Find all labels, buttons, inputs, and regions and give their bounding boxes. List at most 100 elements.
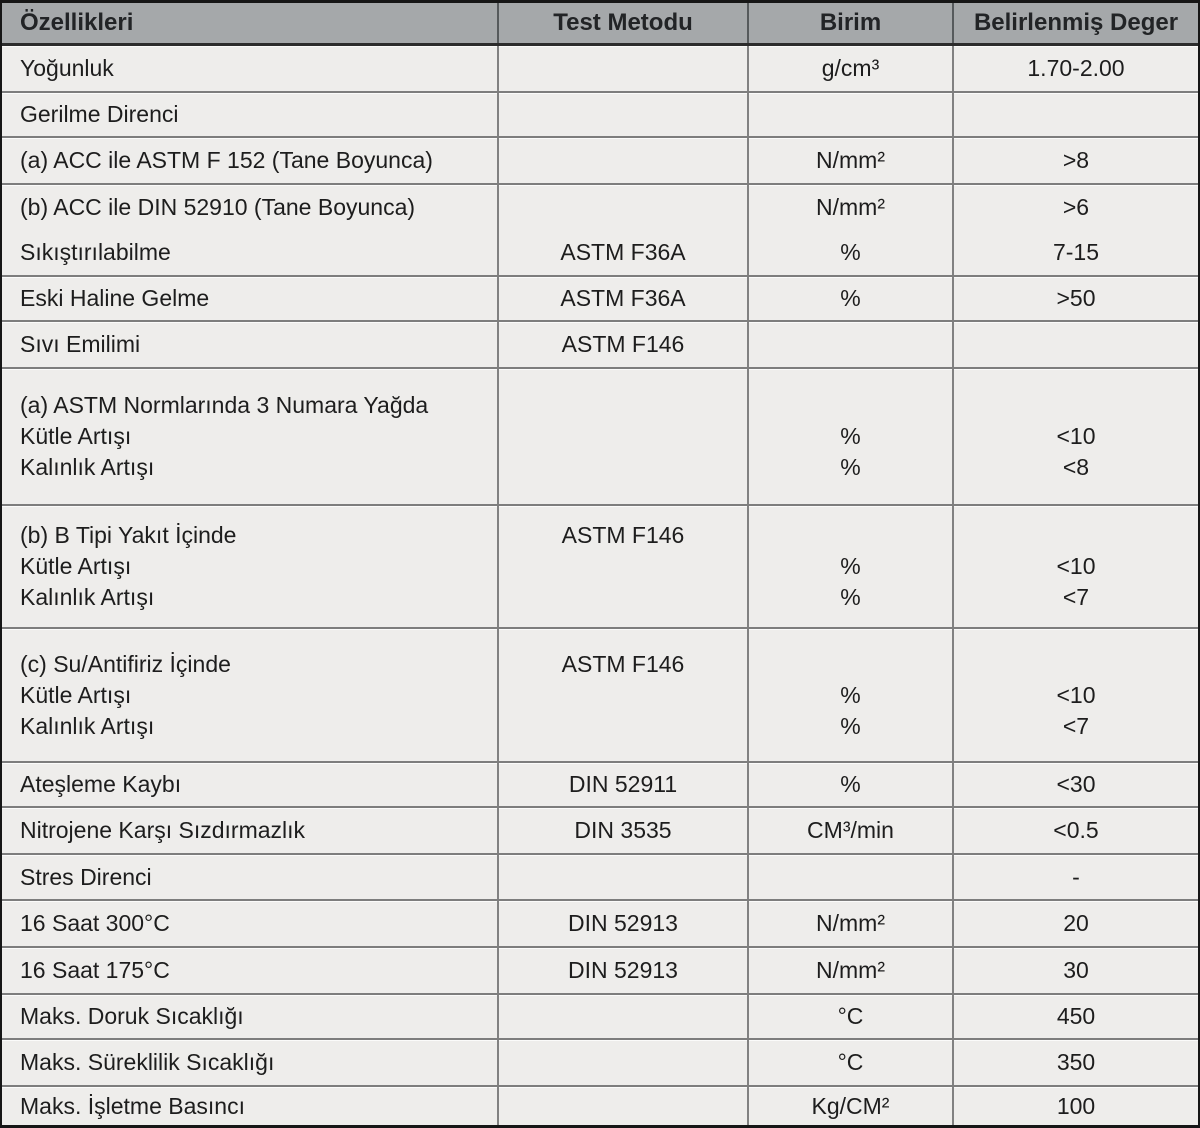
table-row-acc-din-52910-sikistirilabilme: (b) ACC ile DIN 52910 (Tane Boyunca) Sık… — [2, 185, 1198, 277]
method-text: ASTM F36A — [560, 239, 686, 265]
property-text: Yoğunluk — [20, 55, 114, 81]
cell-unit — [747, 855, 952, 899]
cell-unit: N/mm² % — [747, 185, 952, 275]
cell-unit: % — [747, 763, 952, 806]
cell-value: <10 <7 — [952, 629, 1198, 761]
unit-text: % — [840, 681, 861, 708]
cell-value — [952, 93, 1198, 136]
unit-text: % — [840, 584, 861, 610]
cell-property: Maks. Süreklilik Sıcaklığı — [2, 1040, 497, 1085]
header-label: Birim — [819, 9, 882, 36]
column-header-test-metodu: Test Metodu — [497, 3, 747, 43]
table-row-astm-normlarinda-yagda: (a) ASTM Normlarında 3 Numara Yağda Kütl… — [2, 369, 1198, 506]
property-text: Nitrojene Karşı Sızdırmazlık — [20, 817, 306, 843]
value-text: 100 — [1056, 1092, 1096, 1119]
header-row: Özellikleri Test Metodu Birim Belirlenmi… — [2, 3, 1198, 46]
value-text: <10 — [1056, 681, 1096, 708]
unit-text: CM³/min — [807, 817, 894, 843]
cell-value: 30 — [952, 948, 1198, 993]
cell-test-method: DIN 52913 — [497, 948, 747, 993]
cell-property: 16 Saat 175°C — [2, 948, 497, 993]
cell-test-method: ASTM F146 — [497, 322, 747, 367]
cell-unit: N/mm² — [747, 138, 952, 183]
table-row-maks-isletme-basinci: Maks. İşletme Basıncı Kg/CM² 100 — [2, 1087, 1198, 1125]
table-row-maks-sureklilik-sicakligi: Maks. Süreklilik Sıcaklığı °C 350 — [2, 1040, 1198, 1087]
cell-property: Gerilme Direnci — [2, 93, 497, 136]
column-header-birim: Birim — [747, 3, 952, 43]
cell-unit: % — [747, 277, 952, 320]
cell-property: (b) ACC ile DIN 52910 (Tane Boyunca) Sık… — [2, 185, 497, 275]
value-text: <10 — [1056, 423, 1096, 449]
table-row-acc-astm-f152: (a) ACC ile ASTM F 152 (Tane Boyunca) N/… — [2, 138, 1198, 185]
cell-property: (c) Su/Antifiriz İçinde Kütle Artışı Kal… — [2, 629, 497, 761]
value-text: 450 — [1056, 1003, 1096, 1029]
cell-property: (b) B Tipi Yakıt İçinde Kütle Artışı Kal… — [2, 506, 497, 627]
cell-value: <30 — [952, 763, 1198, 806]
method-text: ASTM F146 — [561, 522, 685, 548]
unit-text: % — [840, 771, 861, 797]
cell-unit: % % — [747, 369, 952, 504]
cell-value: <10 <7 — [952, 506, 1198, 627]
unit-text: Kg/CM² — [811, 1092, 890, 1119]
method-text: ASTM F146 — [561, 331, 685, 357]
table-row-b-tipi-yakit-icinde: (b) B Tipi Yakıt İçinde Kütle Artışı Kal… — [2, 506, 1198, 629]
method-text: DIN 3535 — [574, 817, 672, 843]
method-text: ASTM F36A — [560, 285, 686, 311]
value-text: 30 — [1063, 957, 1089, 983]
cell-value: >8 — [952, 138, 1198, 183]
unit-text: % — [840, 239, 861, 265]
property-text: 16 Saat 300°C — [20, 910, 170, 936]
cell-test-method — [497, 138, 747, 183]
unit-text: N/mm² — [816, 194, 885, 220]
cell-test-method — [497, 855, 747, 899]
cell-value: 1.70-2.00 — [952, 46, 1198, 91]
value-text: 7-15 — [1052, 239, 1100, 265]
cell-test-method: DIN 52913 — [497, 901, 747, 946]
property-text: Gerilme Direnci — [20, 101, 179, 127]
table-row-stres-direnci: Stres Direnci - — [2, 855, 1198, 901]
property-text: Kalınlık Artışı — [20, 454, 155, 480]
value-text: - — [1072, 863, 1080, 890]
value-text: 1.70-2.00 — [1027, 55, 1125, 81]
table-row-nitrojene-sizdirmazlik: Nitrojene Karşı Sızdırmazlık DIN 3535 CM… — [2, 808, 1198, 855]
unit-text: % — [840, 454, 861, 480]
cell-test-method — [497, 995, 747, 1038]
cell-property: Yoğunluk — [2, 46, 497, 91]
header-label: Özellikleri — [20, 9, 134, 36]
cell-test-method: DIN 3535 — [497, 808, 747, 853]
cell-test-method — [497, 1087, 747, 1125]
property-text: Sıvı Emilimi — [20, 331, 141, 357]
cell-unit — [747, 322, 952, 367]
cell-test-method: DIN 52911 — [497, 763, 747, 806]
property-text: Ateşleme Kaybı — [20, 771, 182, 797]
cell-test-method — [497, 369, 747, 504]
method-text: ASTM F146 — [561, 650, 685, 677]
cell-property: Stres Direnci — [2, 855, 497, 899]
value-text: 350 — [1056, 1049, 1096, 1075]
value-text: <30 — [1056, 771, 1096, 797]
cell-unit: % % — [747, 629, 952, 761]
cell-property: Eski Haline Gelme — [2, 277, 497, 320]
cell-test-method: ASTM F146 — [497, 506, 747, 627]
cell-value: 100 — [952, 1087, 1198, 1125]
cell-value — [952, 322, 1198, 367]
property-text: (a) ACC ile ASTM F 152 (Tane Boyunca) — [20, 147, 433, 173]
unit-text: % — [840, 553, 861, 579]
value-text: <10 — [1056, 553, 1096, 579]
cell-value: >6 7-15 — [952, 185, 1198, 275]
table-row-16-saat-300c: 16 Saat 300°C DIN 52913 N/mm² 20 — [2, 901, 1198, 948]
unit-text: % — [840, 712, 861, 739]
value-text: >8 — [1062, 147, 1090, 173]
value-text: <0.5 — [1053, 817, 1099, 843]
header-label: Belirlenmiş Deger — [973, 9, 1179, 36]
cell-value: 350 — [952, 1040, 1198, 1085]
cell-test-method — [497, 1040, 747, 1085]
cell-unit: N/mm² — [747, 948, 952, 993]
cell-test-method — [497, 46, 747, 91]
value-text: 20 — [1063, 910, 1089, 936]
cell-property: Nitrojene Karşı Sızdırmazlık — [2, 808, 497, 853]
property-text: Kütle Artışı — [20, 681, 132, 708]
method-text: DIN 52911 — [568, 771, 678, 797]
table-row-su-antifiriz-icinde: (c) Su/Antifiriz İçinde Kütle Artışı Kal… — [2, 629, 1198, 763]
